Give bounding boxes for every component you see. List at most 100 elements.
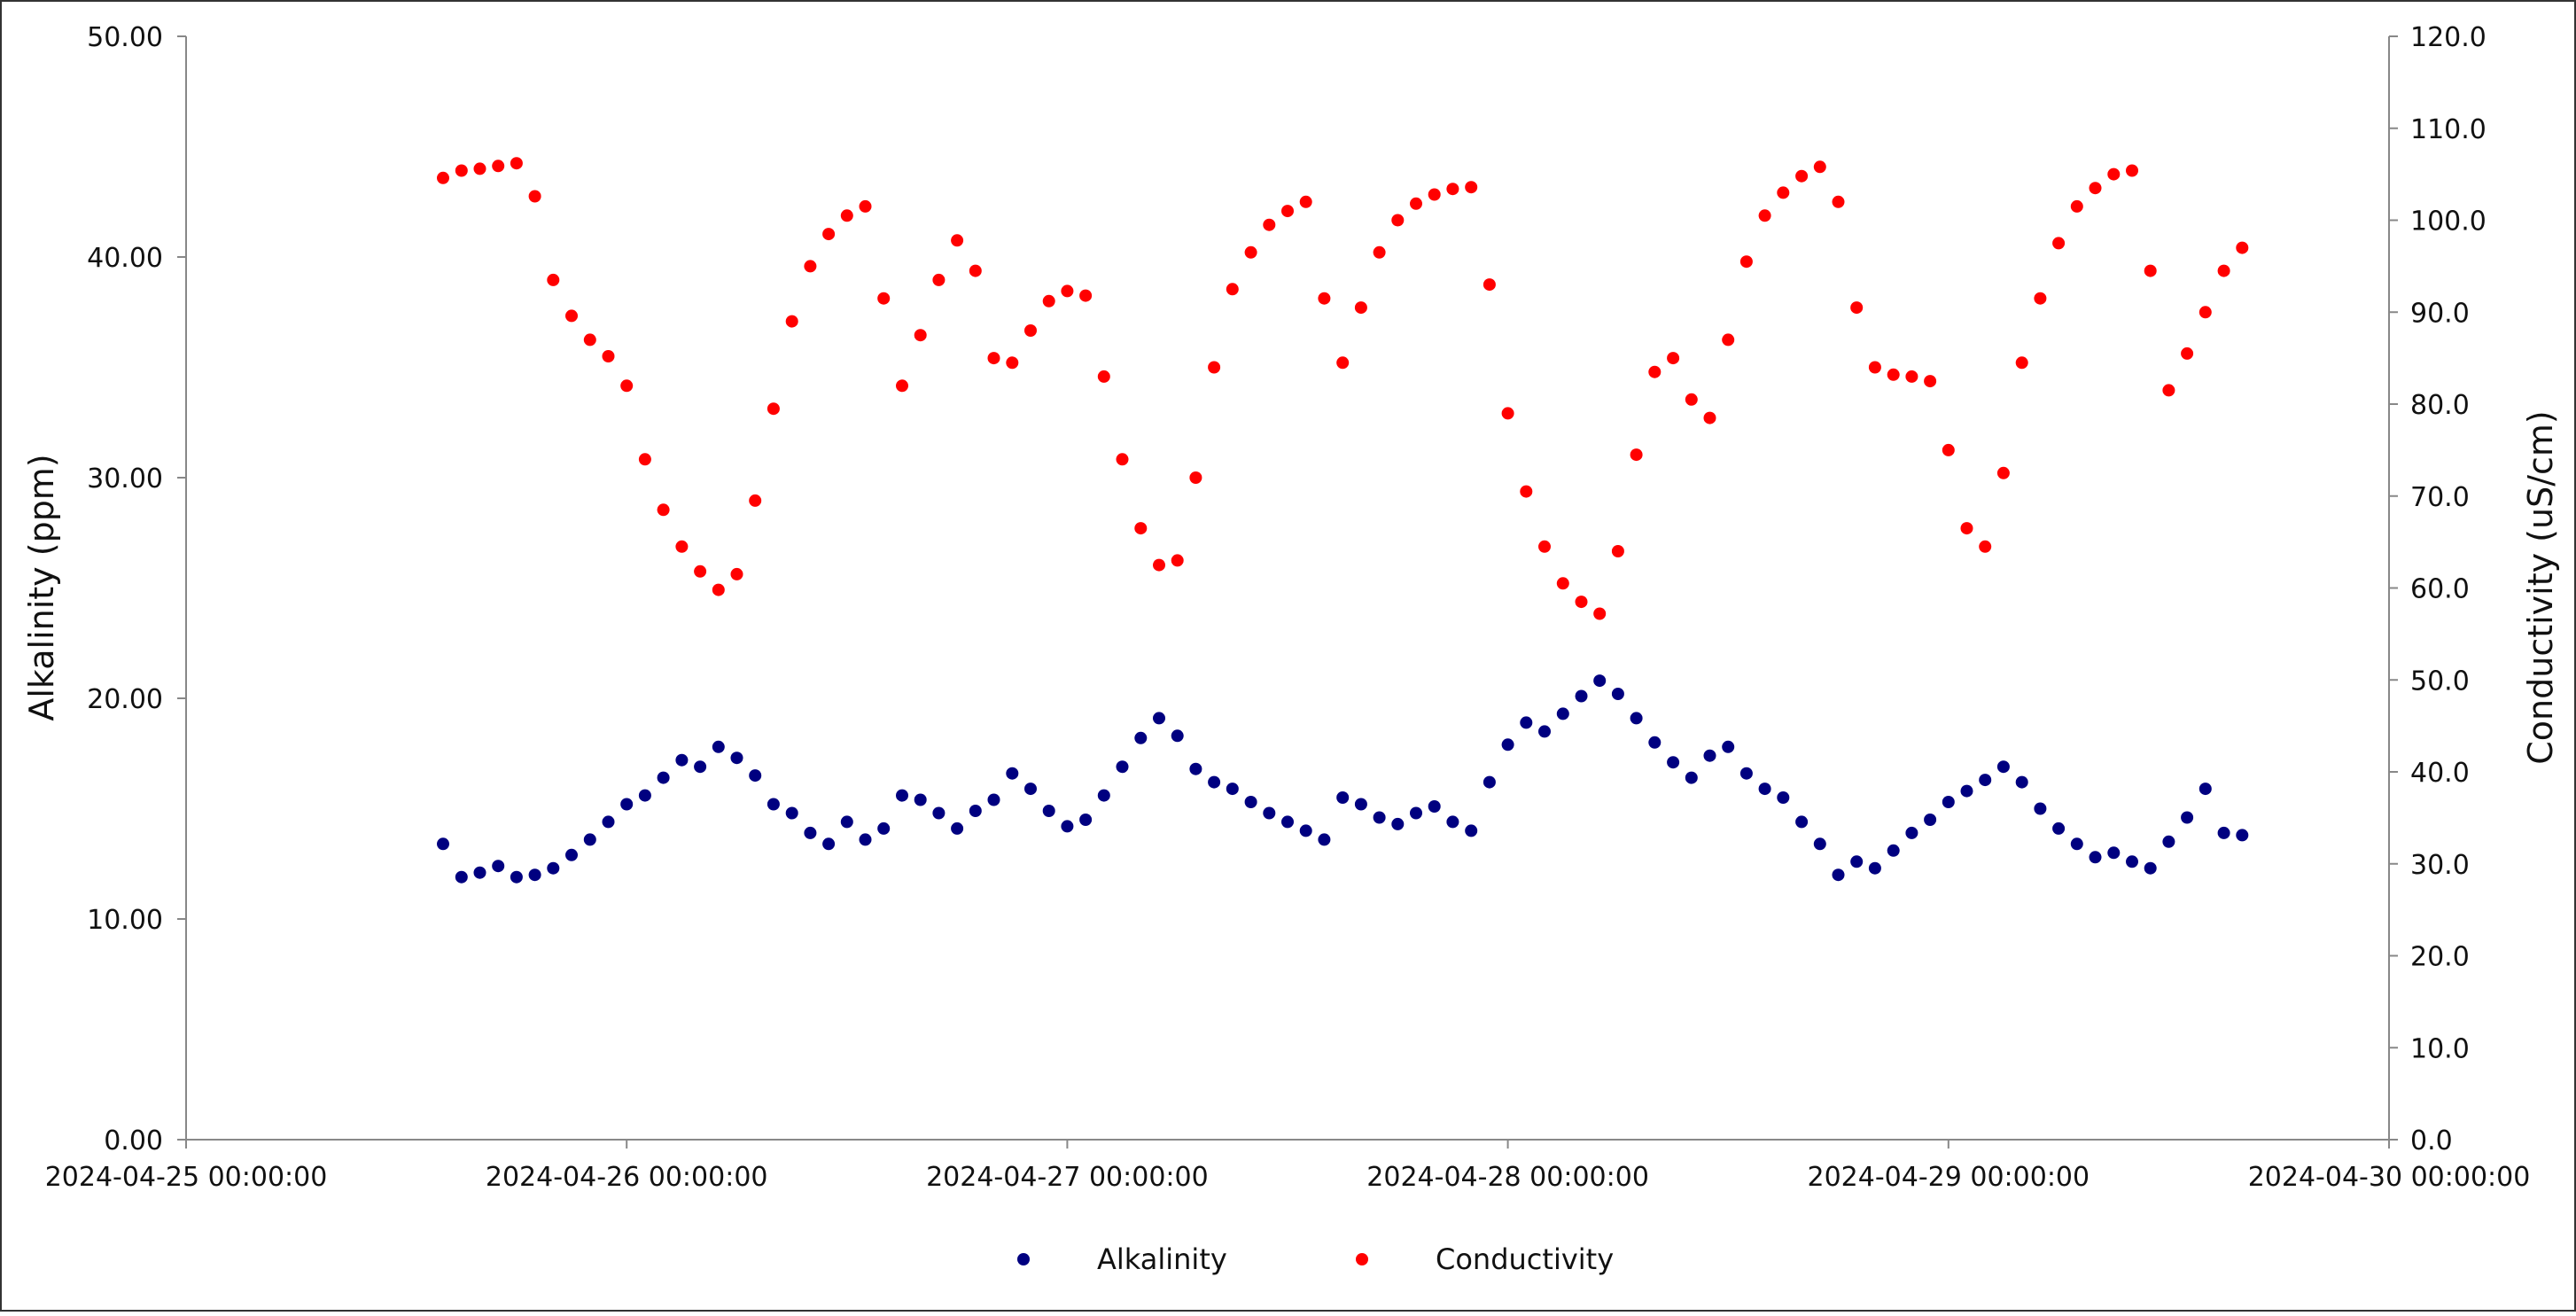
data-point-conductivity [1575, 596, 1588, 609]
x-tick-label: 2024-04-30 00:00:00 [2248, 1162, 2531, 1193]
y-axis-right-title: Conductivity (uS/cm) [2521, 410, 2560, 765]
data-point-conductivity [804, 260, 817, 273]
data-point-alkalinity [1648, 736, 1662, 749]
data-point-alkalinity [1501, 738, 1514, 751]
y-right-tick-label: 90.0 [2410, 298, 2470, 329]
data-point-alkalinity [1593, 674, 1607, 688]
data-point-conductivity [1153, 558, 1165, 572]
data-point-alkalinity [1189, 762, 1202, 775]
legend: Alkalinity Conductivity [1017, 1242, 1614, 1276]
y-left-tick-label: 0.00 [104, 1125, 163, 1156]
data-point-conductivity [1795, 169, 1809, 183]
data-point-conductivity [767, 402, 780, 416]
data-point-conductivity [1336, 356, 1350, 370]
data-point-alkalinity [730, 751, 743, 765]
data-point-alkalinity [1336, 791, 1350, 804]
data-point-conductivity [2052, 237, 2066, 250]
data-point-conductivity [1318, 292, 1331, 305]
data-point-alkalinity [1244, 796, 1257, 808]
y-axis-right-ticks: 0.0 10.0 20.0 30.0 40.0 50.0 60.0 70.0 80.0 90.0 1… [2389, 22, 2487, 1156]
data-point-conductivity [914, 329, 927, 342]
data-point-alkalinity [987, 793, 1000, 806]
data-point-conductivity [583, 333, 596, 347]
data-point-conductivity [987, 352, 1000, 365]
data-point-alkalinity [1006, 767, 1019, 780]
data-point-alkalinity [1134, 731, 1148, 744]
data-point-alkalinity [1116, 760, 1129, 774]
data-point-conductivity [694, 565, 707, 578]
data-point-alkalinity [510, 870, 523, 884]
data-point-alkalinity [2070, 837, 2083, 851]
data-point-alkalinity [914, 793, 927, 806]
y-right-tick-label: 10.0 [2410, 1033, 2470, 1064]
legend-label-conductivity: Conductivity [1436, 1242, 1614, 1276]
data-point-alkalinity [1979, 774, 1992, 787]
data-point-alkalinity [1795, 815, 1809, 829]
y-right-tick-label: 80.0 [2410, 390, 2470, 421]
data-point-alkalinity [804, 826, 817, 839]
data-point-conductivity [822, 228, 836, 241]
x-tick-label: 2024-04-29 00:00:00 [1807, 1162, 2090, 1193]
data-point-conductivity [1263, 218, 1276, 231]
series-conductivity [437, 157, 2249, 620]
data-point-alkalinity [1483, 775, 1496, 789]
data-point-alkalinity [1226, 783, 1239, 796]
data-point-alkalinity [565, 848, 578, 861]
data-point-alkalinity [437, 837, 449, 851]
data-point-conductivity [859, 199, 872, 213]
data-point-conductivity [2217, 264, 2230, 277]
data-point-conductivity [1116, 453, 1129, 466]
data-point-conductivity [951, 234, 964, 247]
data-point-conductivity [1006, 356, 1019, 370]
data-point-conductivity [1446, 183, 1459, 196]
data-point-conductivity [547, 273, 560, 286]
y-axis-left-title: Alkalinity (ppm) [22, 454, 61, 720]
data-point-conductivity [528, 190, 541, 203]
data-point-conductivity [1281, 205, 1294, 218]
data-point-conductivity [1373, 245, 1386, 259]
data-point-conductivity [840, 209, 853, 222]
data-point-alkalinity [1024, 783, 1037, 796]
data-point-alkalinity [1079, 814, 1093, 826]
data-point-conductivity [675, 540, 689, 553]
data-point-alkalinity [1960, 784, 1973, 798]
data-point-alkalinity [620, 798, 634, 811]
data-point-alkalinity [1263, 806, 1276, 820]
data-point-alkalinity [1281, 815, 1294, 829]
data-point-conductivity [1520, 485, 1533, 498]
data-point-conductivity [1739, 255, 1753, 269]
data-point-alkalinity [951, 822, 964, 835]
data-point-conductivity [1777, 186, 1790, 199]
data-point-alkalinity [969, 805, 982, 817]
data-point-conductivity [1061, 284, 1074, 298]
data-point-alkalinity [1850, 855, 1864, 868]
data-point-conductivity [1868, 361, 1881, 374]
data-point-conductivity [473, 162, 486, 175]
data-point-conductivity [2015, 356, 2028, 370]
data-point-conductivity [1758, 209, 1771, 222]
data-point-alkalinity [675, 753, 689, 767]
data-point-conductivity [1630, 448, 1643, 462]
data-point-conductivity [1410, 197, 1422, 210]
x-tick-label: 2024-04-27 00:00:00 [926, 1162, 1209, 1193]
data-point-conductivity [2126, 164, 2138, 177]
data-point-conductivity [1924, 375, 1937, 388]
data-point-conductivity [969, 264, 982, 277]
data-point-alkalinity [1905, 826, 1918, 839]
data-point-alkalinity [1887, 844, 1900, 857]
data-point-conductivity [1667, 352, 1680, 365]
data-point-alkalinity [1208, 775, 1221, 789]
data-point-conductivity [1556, 577, 1569, 590]
data-point-alkalinity [859, 833, 872, 846]
y-right-tick-label: 0.0 [2410, 1125, 2453, 1156]
data-point-conductivity [1024, 324, 1037, 337]
data-point-conductivity [2107, 167, 2121, 181]
data-point-alkalinity [1777, 791, 1790, 804]
data-point-conductivity [1813, 160, 1826, 174]
data-point-alkalinity [547, 861, 560, 875]
data-point-alkalinity [822, 837, 836, 851]
data-point-alkalinity [1685, 771, 1698, 784]
data-point-alkalinity [1520, 716, 1533, 729]
data-point-conductivity [2162, 384, 2175, 397]
